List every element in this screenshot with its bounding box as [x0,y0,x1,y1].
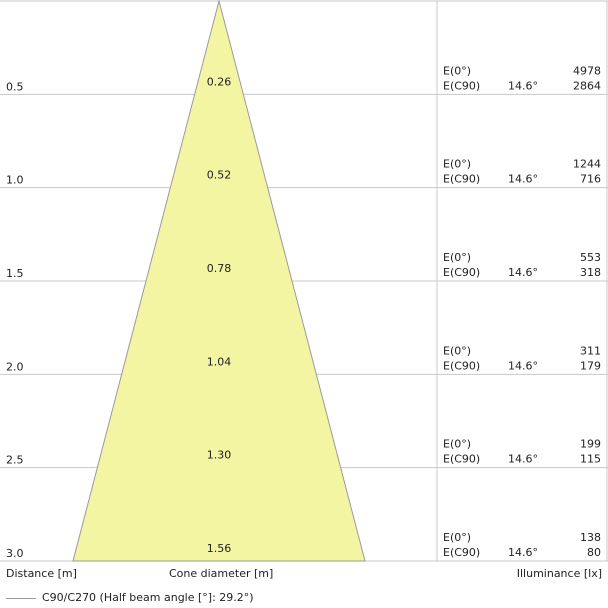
cone-diameter-label-1: 0.26 [207,75,232,88]
half-angle-label-5: 14.6° [508,453,538,466]
e0-label-6: E(0°) [443,531,471,544]
distance-label-4: 2.0 [6,360,24,373]
e0-label-2: E(0°) [443,158,471,171]
e0-value-2: 1244 [573,158,601,171]
ec90-label-2: E(C90) [443,173,480,186]
e0-value-3: 553 [580,251,601,264]
e0-value-6: 138 [580,531,601,544]
distance-label-1: 0.5 [6,80,24,93]
x-label-distance: Distance [m] [6,567,77,580]
distance-label-2: 1.0 [6,174,24,187]
ec90-value-5: 115 [580,453,601,466]
distance-label-6: 3.0 [6,547,24,560]
cone-diameter-label-5: 1.30 [207,449,232,462]
ec90-label-6: E(C90) [443,546,480,559]
ec90-value-3: 318 [580,266,601,279]
ec90-value-6: 80 [587,546,601,559]
distance-label-3: 1.5 [6,267,24,280]
cone-diameter-label-3: 0.78 [207,262,232,275]
chart-marks: 0.5 0.26 E(0°) 4978 E(C90) 14.6° 2864 1.0 0.52 E(… [6,64,601,560]
ec90-value-2: 716 [580,173,601,186]
e0-label-4: E(0°) [443,344,471,357]
ec90-value-1: 2864 [573,79,601,92]
legend-label: C90/C270 (Half beam angle [°]: 29.2°) [42,591,254,604]
legend-line [6,598,36,599]
half-angle-label-6: 14.6° [508,546,538,559]
half-angle-label-2: 14.6° [508,173,538,186]
half-angle-label-3: 14.6° [508,266,538,279]
e0-value-4: 311 [580,344,601,357]
beam-cone [72,0,366,562]
x-label-illuminance: Illuminance [lx] [516,567,602,580]
ec90-label-3: E(C90) [443,266,480,279]
e0-label-1: E(0°) [443,64,471,77]
e0-value-1: 4978 [573,64,601,77]
cone-diameter-label-4: 1.04 [207,355,232,368]
ec90-value-4: 179 [580,359,601,372]
distance-label-5: 2.5 [6,454,24,467]
e0-label-5: E(0°) [443,438,471,451]
cone-diameter-label-2: 0.52 [207,169,232,182]
cone-diameter-label-6: 1.56 [207,542,232,555]
half-angle-label-1: 14.6° [508,79,538,92]
e0-value-5: 199 [580,438,601,451]
ec90-label-4: E(C90) [443,359,480,372]
ec90-label-1: E(C90) [443,79,480,92]
x-label-cone: Cone diameter [m] [169,567,274,580]
e0-label-3: E(0°) [443,251,471,264]
ec90-label-5: E(C90) [443,453,480,466]
half-angle-label-4: 14.6° [508,359,538,372]
